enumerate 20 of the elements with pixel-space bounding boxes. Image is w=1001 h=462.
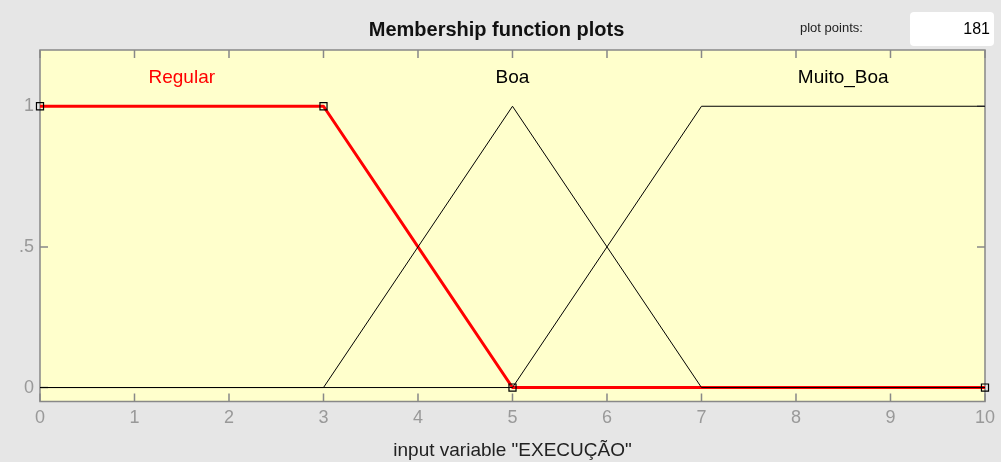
x-tick-label: 8 bbox=[790, 407, 801, 428]
text: plot points: bbox=[800, 20, 863, 35]
x-tick-label: 4 bbox=[412, 407, 423, 428]
y-tick-label: 1 bbox=[23, 95, 34, 116]
x-tick-label: 7 bbox=[696, 407, 707, 428]
x-tick-label: 9 bbox=[885, 407, 896, 428]
x-tick-label: 1 bbox=[129, 407, 140, 428]
x-tick-label: 6 bbox=[601, 407, 612, 428]
x-tick-label: 2 bbox=[223, 407, 235, 428]
series-label: Boa bbox=[495, 66, 530, 88]
y-tick-label: 0 bbox=[23, 376, 34, 397]
series-label: Muito_Boa bbox=[797, 66, 890, 89]
text: 181 bbox=[910, 12, 994, 46]
series-label: Regular bbox=[148, 66, 216, 88]
x-axis-title: input variable "EXECUÇÃO" bbox=[393, 438, 632, 460]
chart-title: Membership function plots bbox=[368, 17, 625, 40]
y-tick-label: .5 bbox=[18, 235, 34, 256]
x-tick-label: 3 bbox=[318, 407, 329, 428]
x-tick-label: 10 bbox=[974, 407, 995, 428]
x-tick-label: 5 bbox=[507, 407, 518, 428]
